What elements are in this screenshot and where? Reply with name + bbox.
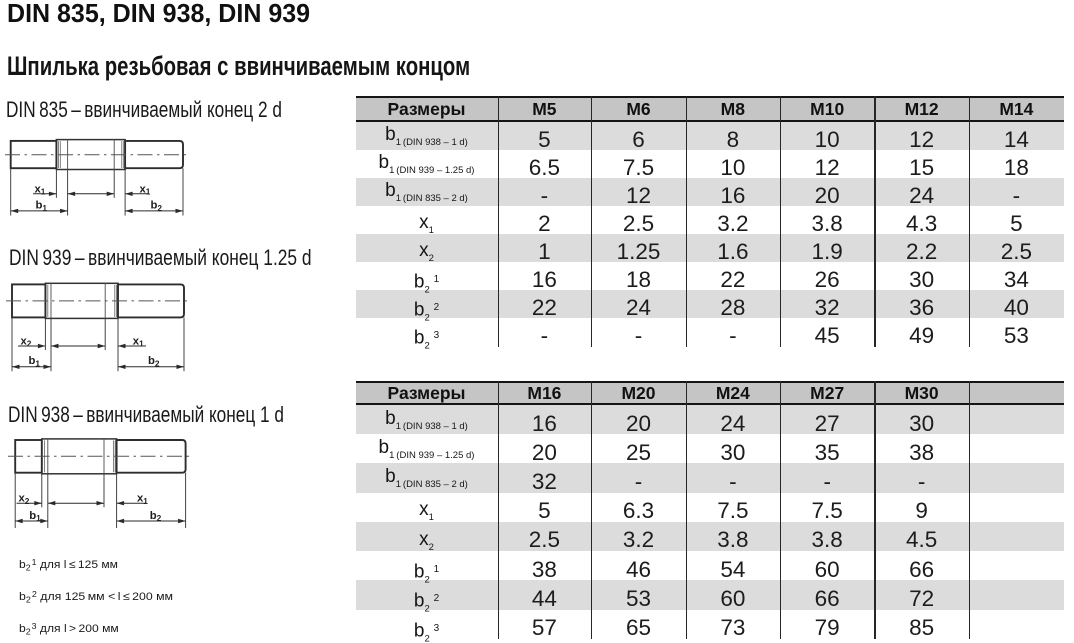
svg-text:b2: b2 [151,200,163,213]
svg-text:b1: b1 [29,510,41,523]
svg-text:b1: b1 [36,200,48,213]
svg-text:b1: b1 [29,355,41,368]
svg-text:b2: b2 [148,355,160,368]
svg-text:x2: x2 [19,493,30,506]
svg-text:x2: x2 [21,335,32,348]
svg-text:b2: b2 [150,510,162,523]
svg-text:x1: x1 [133,335,144,348]
svg-text:x1: x1 [137,493,148,506]
svg-text:x1: x1 [140,183,151,196]
svg-text:x1: x1 [35,183,46,196]
